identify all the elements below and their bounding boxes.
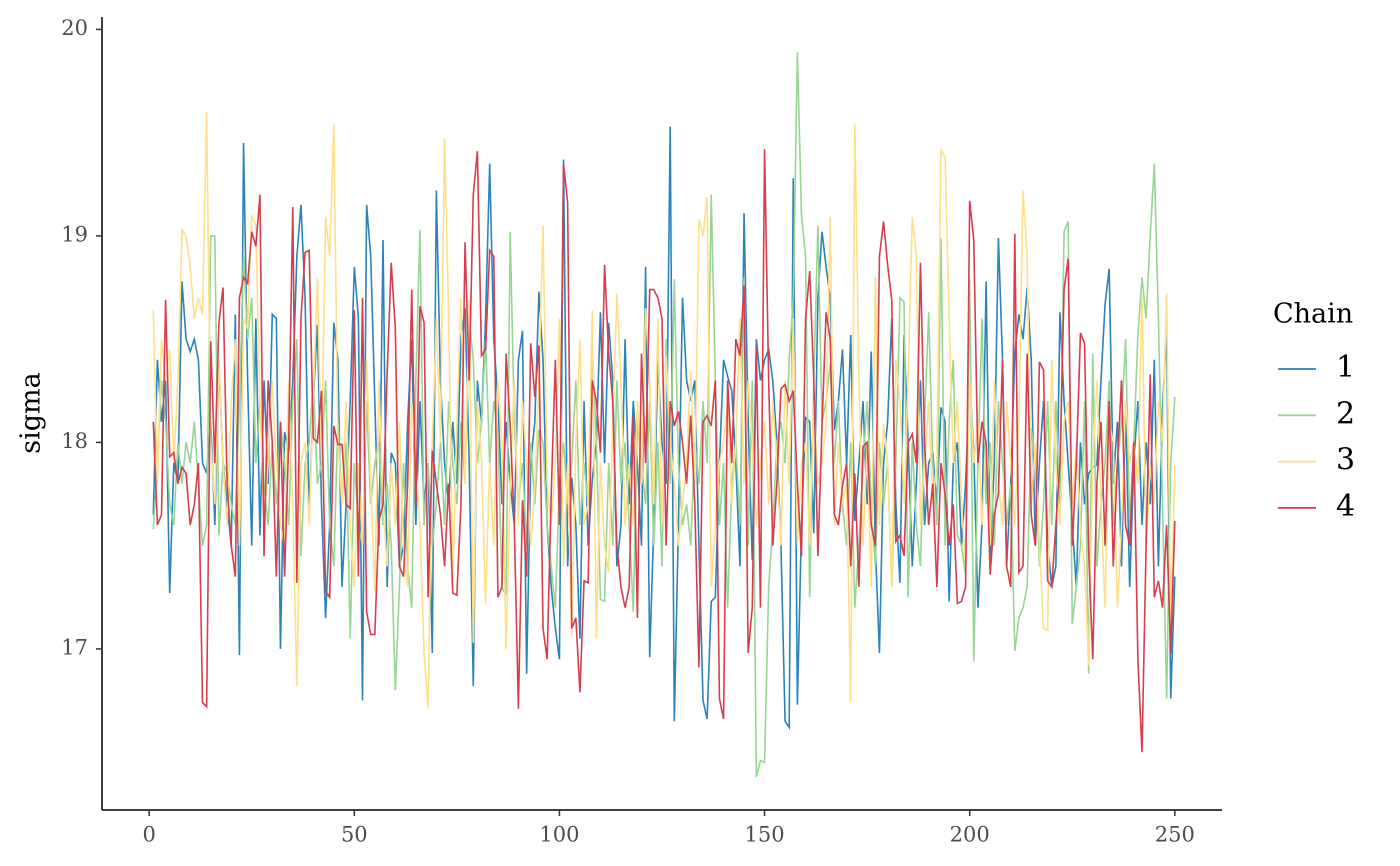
legend-label: 2 (1336, 396, 1355, 431)
legend-label: 4 (1336, 489, 1355, 524)
x-tick-label: 0 (142, 823, 155, 847)
x-tick-label: 200 (950, 823, 990, 847)
x-tick-label: 100 (539, 823, 579, 847)
legend-title: Chain (1273, 299, 1353, 330)
y-tick-label: 19 (61, 222, 88, 246)
legend-label: 3 (1336, 443, 1355, 478)
y-tick-label: 18 (61, 429, 88, 453)
x-tick-label: 150 (745, 823, 785, 847)
chain-line (152, 149, 1176, 753)
y-tick-label: 20 (61, 16, 88, 40)
x-tick-label: 50 (341, 823, 368, 847)
x-tick-label: 250 (1155, 823, 1195, 847)
y-axis-label: sigma (16, 372, 47, 453)
legend-label: 1 (1336, 350, 1355, 385)
y-tick-label: 17 (61, 635, 88, 659)
